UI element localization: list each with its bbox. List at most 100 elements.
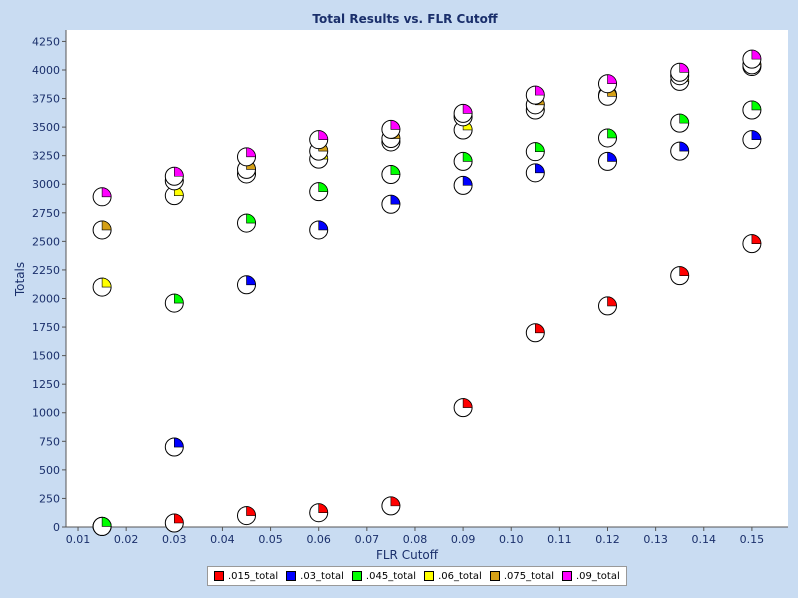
point-wedge <box>318 182 329 192</box>
data-point <box>453 175 473 195</box>
legend-swatch <box>561 571 572 581</box>
data-point <box>742 100 762 120</box>
point-wedge <box>318 503 329 514</box>
point-wedge <box>101 187 112 198</box>
data-point <box>525 163 545 183</box>
x-tick-label: 0.09 <box>451 533 476 546</box>
point-wedge <box>318 130 329 140</box>
point-wedge <box>101 517 112 527</box>
data-point <box>598 128 617 148</box>
data-point <box>742 130 762 150</box>
point-wedge <box>535 85 545 96</box>
data-point <box>237 275 256 295</box>
x-tick-label: 0.12 <box>595 533 620 546</box>
point-wedge <box>679 141 690 152</box>
x-tick-label: 0.15 <box>740 533 765 546</box>
data-point <box>309 220 329 240</box>
data-point <box>309 182 329 202</box>
data-point <box>453 103 473 123</box>
point-wedge <box>246 506 256 516</box>
legend-label: .03_total <box>300 570 344 582</box>
point-wedge <box>390 194 401 205</box>
x-tick-label: 0.05 <box>258 533 283 546</box>
x-axis: 0.01 0.02 0.03 0.04 0.05 0.06 0.07 0.08 0.09 0.10… <box>66 526 788 546</box>
legend-item: .06_total <box>424 571 482 582</box>
data-point <box>670 113 690 133</box>
x-tick-label: 0.14 <box>692 533 717 546</box>
legend-swatch <box>489 571 500 581</box>
point-wedge <box>679 266 690 276</box>
y-tick-label: 250 <box>39 492 60 505</box>
data-point <box>453 151 473 171</box>
point-wedge <box>751 234 762 244</box>
data-point <box>381 496 401 516</box>
data-point <box>309 503 329 523</box>
data-point <box>92 277 112 297</box>
x-tick-label: 0.03 <box>162 533 187 546</box>
y-tick-label: 0 <box>53 521 60 534</box>
data-point <box>525 142 545 162</box>
legend-item: .075_total <box>489 570 554 582</box>
data-point <box>453 398 473 418</box>
data-point <box>381 165 401 185</box>
legend-swatch <box>286 571 297 581</box>
legend-swatch <box>424 571 435 581</box>
point-wedge <box>462 398 473 408</box>
data-point <box>92 220 112 240</box>
y-tick-label: 750 <box>39 435 60 448</box>
x-tick-label: 0.06 <box>306 533 331 546</box>
legend-label: .06_total <box>438 570 482 582</box>
y-tick-label: 1500 <box>32 350 60 363</box>
point-wedge <box>246 275 256 286</box>
x-tick-label: 0.04 <box>210 533 235 546</box>
y-tick-label: 3500 <box>32 121 60 134</box>
point-wedge <box>174 293 184 304</box>
y-tick-label: 4250 <box>32 35 60 48</box>
data-point <box>598 74 617 94</box>
y-tick-label: 2500 <box>32 235 60 248</box>
y-tick-label: 4000 <box>32 64 60 77</box>
point-wedge <box>679 113 690 124</box>
y-tick-label: 2250 <box>32 264 60 277</box>
y-tick-label: 3000 <box>32 178 60 191</box>
data-point <box>92 516 112 536</box>
point-wedge <box>607 296 617 307</box>
chart-title: Total Results vs. FLR Cutoff <box>312 12 497 26</box>
point-wedge <box>462 104 473 114</box>
point-wedge <box>607 74 617 84</box>
point-wedge <box>318 220 329 231</box>
data-point <box>164 437 184 457</box>
data-point <box>670 266 690 286</box>
point-wedge <box>390 496 401 507</box>
data-point <box>92 187 112 207</box>
point-wedge <box>101 277 112 288</box>
point-wedge <box>462 152 473 162</box>
data-point <box>742 234 762 254</box>
x-tick-label: 0.08 <box>403 533 428 546</box>
data-point <box>670 141 690 161</box>
point-wedge <box>751 130 762 140</box>
point-wedge <box>607 152 617 162</box>
data-point <box>237 147 256 167</box>
data-point <box>164 293 184 313</box>
legend-item: .045_total <box>351 571 416 582</box>
data-point <box>525 85 545 105</box>
legend-label: .09_total <box>575 570 620 582</box>
data-point <box>309 130 329 150</box>
x-tick-label: 0.10 <box>499 533 524 546</box>
y-tick-label: 2750 <box>32 207 60 220</box>
y-axis: 0 250 500 750 1000 1250 1500 1750 2000 2250 2500 27… <box>32 30 67 534</box>
legend-label: .015_total <box>228 570 279 582</box>
y-tick-label: 2000 <box>32 292 60 305</box>
point-wedge <box>535 323 545 334</box>
point-wedge <box>174 437 184 448</box>
y-tick-label: 1750 <box>32 321 60 334</box>
data-point <box>598 296 617 316</box>
legend-item: .015_total <box>214 571 278 582</box>
data-point <box>237 213 256 233</box>
legend-label: .075_total <box>503 570 554 582</box>
y-tick-label: 1250 <box>32 378 60 391</box>
legend-item: .09_total <box>561 570 620 582</box>
data-point <box>598 151 617 171</box>
